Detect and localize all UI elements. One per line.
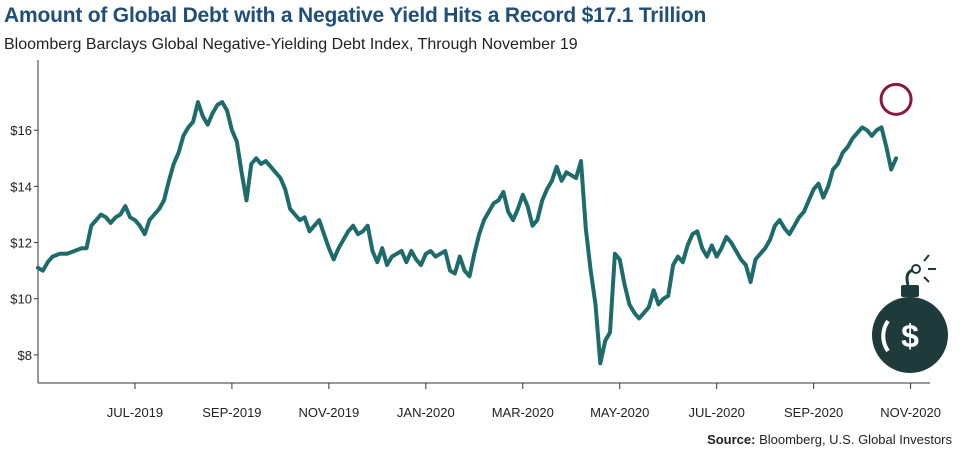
bomb-body [872,297,948,373]
bomb-shine [881,319,890,353]
chart-subtitle: Bloomberg Barclays Global Negative-Yield… [4,36,578,53]
x-tick-label: NOV-2019 [299,405,360,420]
x-axis-ticks: JUL-2019 SEP-2019 NOV-2019 JAN-2020 MAR-2020… [107,383,941,420]
y-tick-label: $8 [18,348,32,363]
bomb-dollar-icon: $ [872,254,948,373]
y-tick-label: $14 [10,179,32,194]
x-tick-label: JUL-2019 [107,405,163,420]
x-tick-label: SEP-2020 [784,405,843,420]
spark-line [923,276,930,283]
bomb-fuse-tip [911,264,921,274]
y-axis-ticks: $8 $10 $12 $14 $16 [10,123,38,363]
spark-line [923,254,930,262]
y-tick-label: $10 [10,292,32,307]
x-tick-label: MAR-2020 [492,405,554,420]
dollar-sign-icon: $ [901,318,919,354]
x-tick-label: MAY-2020 [590,405,649,420]
source-text: Bloomberg, U.S. Global Investors [755,432,952,447]
y-tick-label: $12 [10,236,32,251]
highlight-circle-icon [879,82,913,116]
y-tick-label: $16 [10,123,32,138]
x-tick-label: JUL-2020 [689,405,745,420]
x-tick-label: SEP-2019 [202,405,261,420]
source-label: Source: [707,432,756,447]
x-tick-label: NOV-2020 [880,405,941,420]
source-note: Source: Bloomberg, U.S. Global Investors [707,432,952,447]
x-tick-label: JAN-2020 [397,405,455,420]
chart-axes [37,60,930,384]
chart-title: Amount of Global Debt with a Negative Yi… [4,4,707,27]
bomb-cap [901,285,919,297]
series-line [36,100,899,366]
